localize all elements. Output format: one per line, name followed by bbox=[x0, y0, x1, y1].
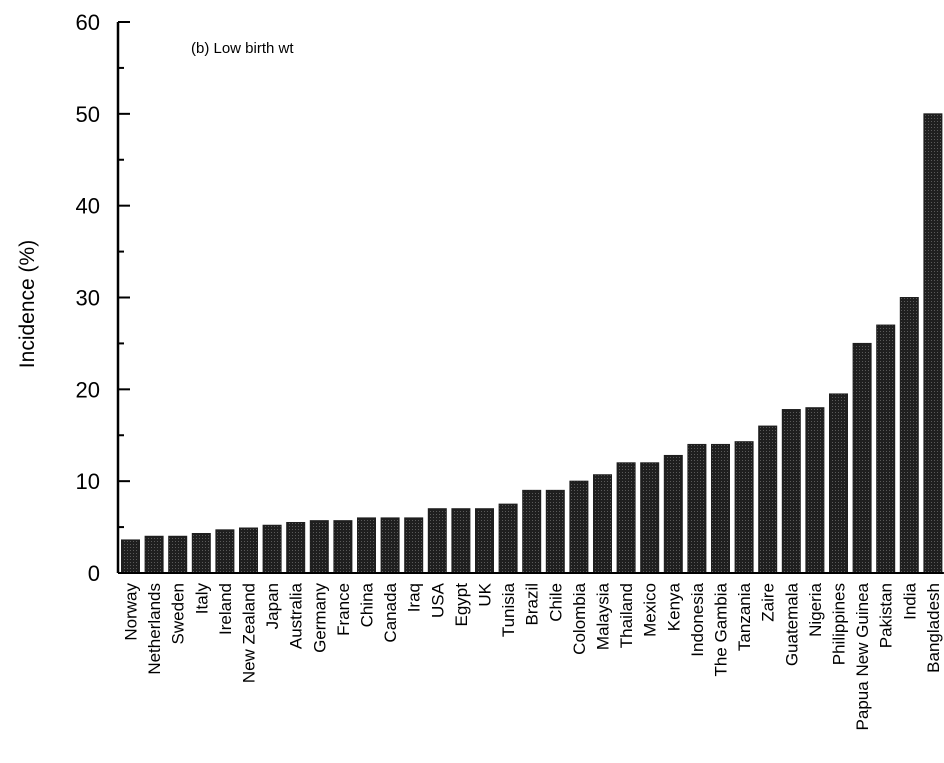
category-label: Pakistan bbox=[877, 583, 896, 648]
bar bbox=[427, 508, 447, 574]
category-label: New Zealand bbox=[240, 583, 259, 683]
bar bbox=[286, 521, 306, 574]
category-label: Sweden bbox=[169, 583, 188, 644]
category-label: Norway bbox=[122, 583, 141, 641]
category-label: Japan bbox=[263, 583, 282, 629]
bar bbox=[852, 342, 872, 574]
bar bbox=[616, 462, 636, 574]
bar bbox=[333, 520, 353, 574]
bar bbox=[545, 489, 565, 574]
y-tick-label: 60 bbox=[76, 10, 100, 35]
bar bbox=[569, 480, 589, 574]
bar bbox=[640, 462, 660, 574]
y-tick-label: 0 bbox=[88, 561, 100, 586]
category-label: Indonesia bbox=[688, 582, 707, 656]
bar bbox=[758, 425, 778, 574]
category-label: Chile bbox=[546, 583, 565, 622]
category-label: Malaysia bbox=[594, 582, 613, 650]
y-tick-label: 30 bbox=[76, 286, 100, 311]
category-labels-group: Norway Netherlands Sweden Italy Ireland New Z… bbox=[122, 582, 943, 730]
bar bbox=[191, 533, 211, 574]
bar bbox=[687, 443, 707, 574]
bar bbox=[498, 503, 518, 574]
y-tick-label: 40 bbox=[76, 194, 100, 219]
bar bbox=[239, 527, 258, 574]
category-label: Papua New Guinea bbox=[853, 582, 872, 730]
category-label: UK bbox=[476, 582, 495, 606]
bar bbox=[805, 407, 825, 574]
chart-annotation: (b) Low birth wt bbox=[191, 40, 294, 57]
category-label: Bangladesh bbox=[924, 583, 943, 673]
y-tick-label: 50 bbox=[76, 102, 100, 127]
bar bbox=[262, 524, 282, 574]
bar bbox=[829, 393, 848, 574]
bar bbox=[899, 297, 919, 574]
category-label: Iraq bbox=[405, 583, 424, 612]
bar bbox=[876, 324, 896, 574]
y-axis-label: Incidence (%) bbox=[16, 240, 39, 368]
category-label: Mexico bbox=[641, 583, 660, 637]
category-label: Zaire bbox=[759, 583, 778, 622]
category-label: Egypt bbox=[452, 583, 471, 627]
bar bbox=[215, 529, 235, 574]
y-ticks-group: 0 10 20 30 40 50 60 bbox=[76, 10, 130, 586]
category-label: Tunisia bbox=[499, 582, 518, 637]
bar bbox=[923, 113, 943, 574]
y-tick-label: 10 bbox=[76, 469, 100, 494]
category-label: Ireland bbox=[216, 583, 235, 635]
bar bbox=[404, 517, 424, 574]
bar bbox=[380, 517, 400, 574]
bar bbox=[451, 508, 471, 574]
bar bbox=[309, 520, 329, 574]
bar bbox=[475, 508, 494, 574]
bar bbox=[168, 535, 188, 574]
category-label: Australia bbox=[287, 582, 306, 649]
category-label: India bbox=[900, 582, 919, 619]
category-label: Guatemala bbox=[782, 582, 801, 666]
category-label: The Gambia bbox=[712, 582, 731, 676]
category-label: Colombia bbox=[570, 582, 589, 654]
category-label: Netherlands bbox=[145, 583, 164, 675]
category-label: Kenya bbox=[664, 582, 683, 631]
category-label: China bbox=[358, 582, 377, 627]
y-tick-label: 20 bbox=[76, 377, 100, 402]
category-label: Philippines bbox=[830, 583, 849, 665]
category-label: France bbox=[334, 583, 353, 636]
bar bbox=[663, 454, 683, 574]
category-label: Tanzania bbox=[735, 582, 754, 651]
category-label: Germany bbox=[310, 583, 329, 653]
category-label: Thailand bbox=[617, 583, 636, 648]
bar bbox=[522, 489, 542, 574]
bars-group bbox=[121, 113, 943, 574]
category-label: Canada bbox=[381, 582, 400, 642]
bar bbox=[711, 443, 730, 574]
category-label: Italy bbox=[192, 583, 211, 615]
bar bbox=[781, 409, 801, 574]
category-label: Brazil bbox=[523, 583, 542, 626]
bar bbox=[734, 441, 754, 574]
bar bbox=[144, 535, 164, 574]
bar bbox=[593, 474, 612, 574]
category-label: USA bbox=[428, 582, 447, 618]
category-label: Nigeria bbox=[806, 582, 825, 636]
bar bbox=[121, 539, 140, 574]
bar bbox=[357, 517, 376, 574]
